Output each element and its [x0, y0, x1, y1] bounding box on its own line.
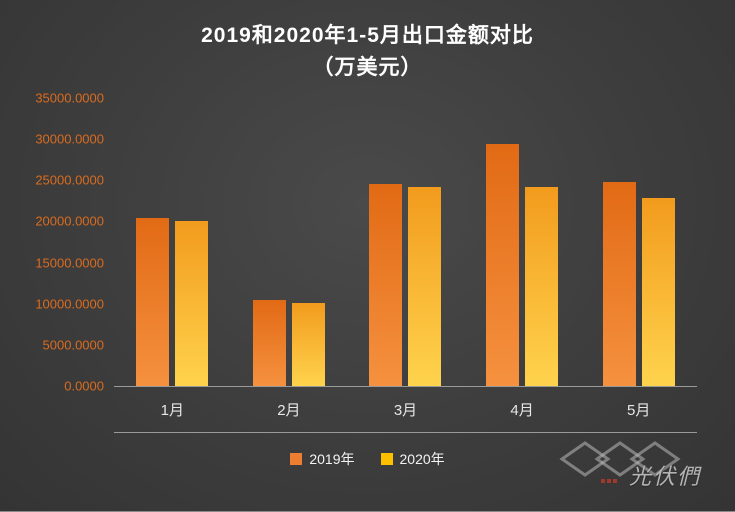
legend-label: 2019年 — [309, 451, 355, 467]
y-tick-label: 0.0000 — [64, 378, 104, 394]
bar-2019年-5月 — [602, 181, 636, 386]
chart-title-line1: 2019和2020年1-5月出口金额对比 — [201, 24, 534, 47]
chart-title: 2019和2020年1-5月出口金额对比 （万美元） — [0, 20, 735, 84]
legend-swatch — [290, 453, 303, 465]
legend-swatch — [380, 453, 393, 465]
chart-region: 0.0000 5000.0000 10000.0000 15000.0000 20000… — [0, 91, 735, 394]
y-axis: 0.0000 5000.0000 10000.0000 15000.0000 20000… — [18, 91, 114, 394]
bar-2019年-4月 — [486, 144, 520, 386]
y-tick-label: 20000.0000 — [35, 213, 104, 229]
bar-2020年-5月 — [641, 198, 675, 386]
category-labels: 1月 2月 3月 4月 5月 — [114, 387, 697, 433]
bar-group — [114, 98, 231, 386]
plot-area — [114, 98, 697, 387]
category-label: 3月 — [393, 402, 418, 419]
legend-item-2020年: 2020年 — [380, 449, 445, 469]
bar-2020年-1月 — [175, 221, 209, 386]
bar-2020年-2月 — [291, 302, 325, 386]
chart-title-line2: （万美元） — [312, 56, 423, 79]
bar-group — [464, 98, 581, 386]
bar-2019年-2月 — [252, 300, 286, 386]
y-tick-label: 15000.0000 — [35, 255, 104, 271]
y-tick-label: 35000.0000 — [35, 90, 104, 106]
y-tick-label: 5000.0000 — [42, 337, 104, 353]
bar-groups — [114, 98, 697, 386]
legend-label: 2020年 — [399, 451, 445, 467]
bar-2019年-1月 — [136, 218, 170, 386]
bar-group — [231, 98, 348, 386]
category-label: 4月 — [510, 402, 534, 419]
y-tick-label: 25000.0000 — [35, 172, 104, 188]
category-label: 1月 — [160, 402, 184, 419]
category-label: 2月 — [277, 402, 301, 419]
bar-2019年-3月 — [369, 184, 403, 386]
legend-item-2019年: 2019年 — [290, 449, 355, 469]
bar-group — [580, 98, 697, 386]
bar-2020年-4月 — [525, 186, 559, 386]
category-label: 5月 — [627, 402, 651, 419]
legend: 2019年 2020年 — [0, 449, 735, 469]
y-tick-label: 30000.0000 — [35, 131, 104, 147]
bar-2020年-3月 — [408, 186, 442, 386]
y-tick-label: 10000.0000 — [35, 296, 104, 312]
bar-group — [347, 98, 464, 386]
